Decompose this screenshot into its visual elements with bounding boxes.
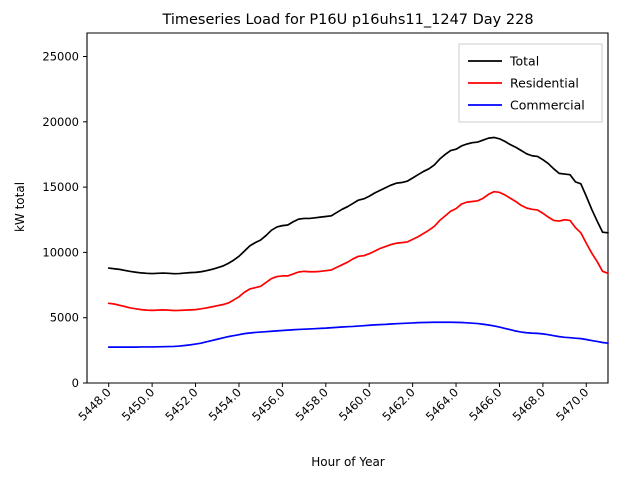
y-axis-ticks: 0 5000 10000 15000 20000 25000	[42, 50, 87, 390]
legend-label-commercial: Commercial	[510, 98, 585, 113]
y-tick-label: 25000	[42, 50, 79, 64]
legend-label-total: Total	[509, 54, 539, 69]
chart-title: Timeseries Load for P16U p16uhs11_1247 D…	[161, 12, 533, 28]
y-tick-label: 10000	[42, 245, 79, 259]
y-tick-label: 0	[72, 376, 79, 390]
series-line-commercial	[107, 321, 609, 348]
legend-label-residential: Residential	[510, 76, 579, 91]
y-tick-label: 15000	[42, 180, 79, 194]
y-axis-title: kW total	[13, 182, 27, 232]
series-lines	[107, 136, 609, 348]
chart-legend[interactable]: Total Residential Commercial	[458, 43, 603, 123]
series-line-residential	[107, 190, 609, 312]
plot-frame	[86, 32, 609, 384]
x-axis-title: Hour of Year	[311, 455, 385, 469]
series-line-total	[107, 136, 609, 275]
y-tick-label: 20000	[42, 115, 79, 129]
y-tick-label: 5000	[50, 311, 79, 325]
